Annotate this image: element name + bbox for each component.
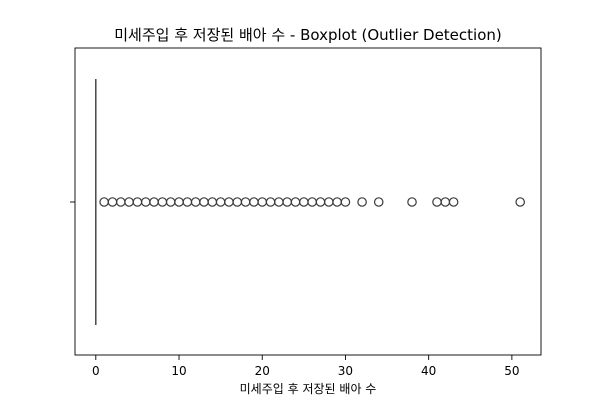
outlier-point (407, 197, 417, 207)
outlier-point (515, 197, 525, 207)
outlier-point (207, 197, 218, 207)
outlier-point (448, 197, 459, 207)
outlier-point (165, 197, 176, 207)
outlier-point (357, 197, 367, 207)
outlier-point (274, 197, 284, 207)
outlier-point (124, 197, 134, 207)
x-tick-label: 40 (421, 364, 436, 378)
outlier-point (140, 197, 151, 207)
x-tick-label: 50 (504, 364, 519, 378)
outlier-point (290, 197, 301, 207)
outlier-point (157, 197, 168, 207)
x-tick-label: 30 (338, 364, 353, 378)
outlier-point (299, 197, 309, 207)
x-axis-ticks: 0 10 20 30 40 50 (92, 355, 520, 378)
outlier-point (232, 197, 243, 207)
chart-title: 미세주입 후 저장된 배아 수 - Boxplot (Outlier Detec… (114, 26, 502, 44)
outlier-point (307, 197, 317, 207)
outlier-point (182, 197, 193, 207)
outlier-point (190, 197, 201, 207)
outlier-point (249, 197, 259, 207)
outlier-point (432, 197, 442, 207)
outlier-point (240, 197, 251, 207)
outlier-point (224, 197, 234, 207)
plot-frame (74, 47, 542, 356)
outlier-point (132, 197, 143, 207)
outlier-point (215, 197, 226, 207)
outlier-point (324, 197, 334, 207)
x-tick-label: 20 (255, 364, 270, 378)
x-tick-label: 0 (92, 364, 100, 378)
outlier-point (340, 197, 351, 207)
outlier-point (199, 197, 209, 207)
outlier-point (115, 197, 126, 207)
outlier-point (282, 197, 292, 207)
outlier-point (265, 197, 276, 207)
outlier-point (315, 197, 326, 207)
outlier-point (257, 197, 268, 207)
x-tick-label: 10 (171, 364, 186, 378)
outlier-point (149, 197, 159, 207)
outlier-point (174, 197, 184, 207)
outlier-point (107, 197, 118, 207)
outlier-point (373, 197, 384, 207)
x-axis-label: 미세주입 후 저장된 배아 수 (240, 382, 377, 396)
outlier-point (332, 197, 342, 207)
outlier-points (99, 197, 525, 207)
outlier-point (440, 197, 451, 207)
outlier-point (99, 197, 109, 207)
